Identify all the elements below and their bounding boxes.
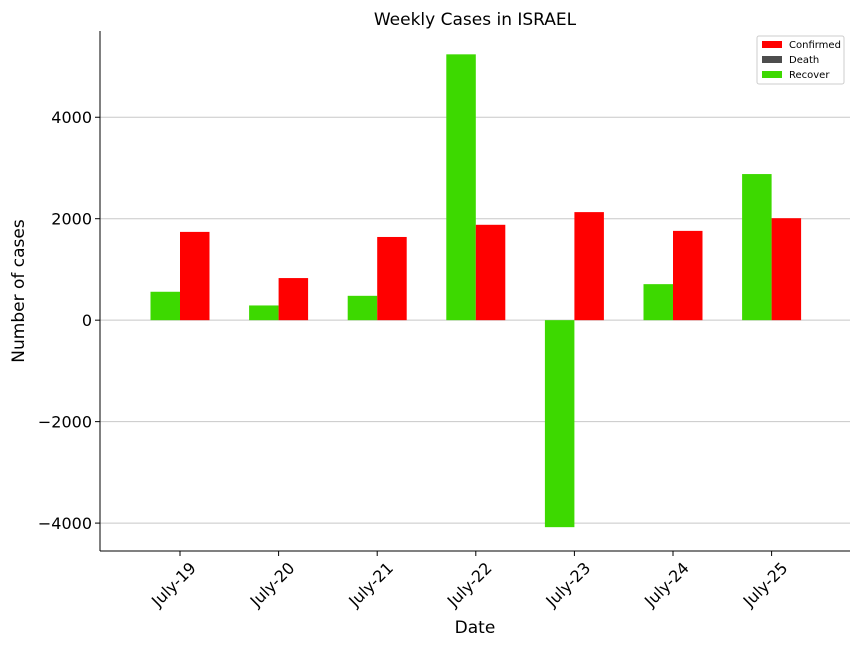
bar-confirmed-july-19 — [180, 231, 210, 321]
x-ticks: July-19 July-20 July-21 July-22 July-23 July-… — [147, 551, 791, 611]
x-tick-label: July-25 — [739, 558, 792, 611]
x-tick-label: July-24 — [640, 558, 693, 611]
bar-recover-july-21 — [347, 295, 378, 321]
chart-title: Weekly Cases in ISRAEL — [374, 10, 577, 30]
bar-recover-july-24 — [643, 284, 673, 321]
legend-swatch-recover — [762, 71, 782, 78]
bar-confirmed-july-20 — [278, 278, 309, 321]
legend-label-death: Death — [789, 55, 819, 66]
bar-recover-july-23 — [544, 320, 575, 528]
legend-label-confirmed: Confirmed — [789, 40, 841, 51]
legend-swatch-confirmed — [762, 41, 782, 48]
y-tick-label: 4000 — [51, 108, 92, 127]
bar-confirmed-july-21 — [377, 236, 407, 321]
x-tick-label: July-23 — [541, 558, 594, 611]
x-tick-label: July-22 — [443, 558, 496, 611]
bar-confirmed-july-25 — [771, 218, 802, 321]
bar-confirmed-july-22 — [475, 224, 506, 321]
x-axis-label: Date — [455, 618, 496, 638]
bar-confirmed-july-23 — [574, 212, 604, 321]
x-tick-label: July-21 — [344, 558, 397, 611]
bar-recover-july-25 — [742, 174, 772, 321]
bar-recover-july-19 — [150, 291, 180, 321]
legend-label-recover: Recover — [789, 70, 830, 81]
legend: Confirmed Death Recover — [756, 35, 845, 85]
bar-recover-july-20 — [249, 305, 279, 321]
legend-swatch-death — [762, 56, 782, 63]
y-tick-label: −4000 — [38, 514, 92, 533]
x-tick-label: July-19 — [147, 558, 200, 611]
bar-recover-july-22 — [446, 54, 476, 321]
y-tick-label: 2000 — [51, 210, 92, 229]
y-ticks: −4000 −2000 0 2000 4000 — [38, 108, 100, 533]
x-tick-label: July-20 — [246, 558, 299, 611]
y-tick-label: −2000 — [38, 413, 92, 432]
bar-confirmed-july-24 — [673, 230, 703, 321]
y-axis-label: Number of cases — [9, 219, 29, 363]
y-tick-label: 0 — [82, 311, 92, 330]
bars — [150, 54, 802, 528]
